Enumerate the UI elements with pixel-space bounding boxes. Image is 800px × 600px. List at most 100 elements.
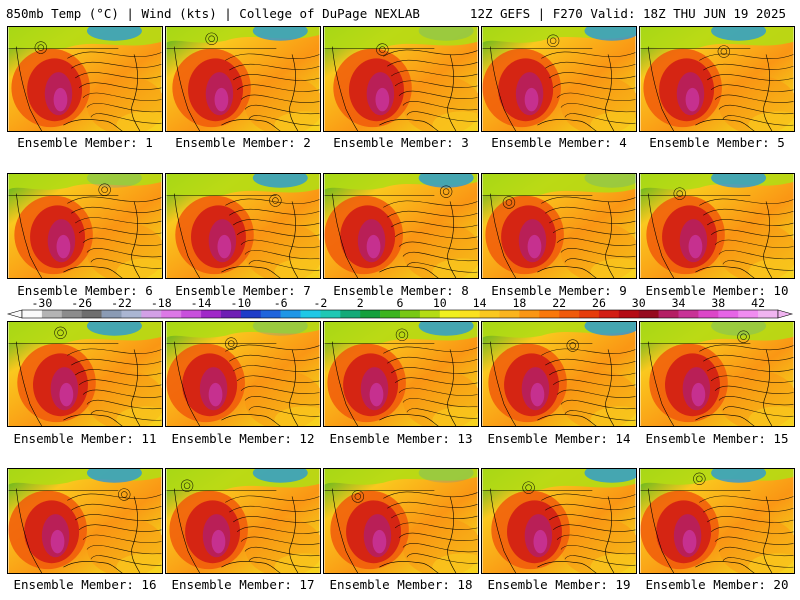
ensemble-member-label: Ensemble Member: 12 xyxy=(171,431,315,446)
ensemble-map-9 xyxy=(481,173,637,279)
height-contours xyxy=(54,326,162,421)
colorbar-min-arrow xyxy=(6,309,23,319)
colorbar-swatch xyxy=(81,310,102,318)
colorbar-tick-label: 38 xyxy=(711,298,725,310)
ensemble-map-17 xyxy=(165,468,321,574)
temperature-map xyxy=(639,468,795,574)
height-contours xyxy=(180,479,320,568)
temperature-map xyxy=(165,26,321,132)
cold-core xyxy=(711,322,767,336)
run-valid-time: 12Z GEFS | F270 Valid: 18Z THU JUN 19 20… xyxy=(469,6,786,21)
cold-core xyxy=(418,322,474,336)
colorbar-tick-label: 14 xyxy=(473,298,487,310)
ensemble-member-label: Ensemble Member: 14 xyxy=(487,431,631,446)
height-contours xyxy=(522,481,636,566)
colorbar-swatch xyxy=(499,310,520,318)
cool-air-mass xyxy=(166,322,320,338)
colorbar-swatch xyxy=(280,310,301,318)
cold-core xyxy=(86,469,142,483)
colorbar-swatch xyxy=(161,310,182,318)
colorbar-swatch xyxy=(598,310,620,318)
temperature-map xyxy=(7,173,163,279)
colorbar-tick-label: 34 xyxy=(672,298,686,310)
colorbar-swatch xyxy=(41,310,63,318)
colorbar-swatch xyxy=(220,310,242,318)
height-contours xyxy=(67,488,162,566)
temperature-map xyxy=(323,321,479,427)
temperature-map xyxy=(7,321,163,427)
colorbar-tick-label: -18 xyxy=(151,298,172,310)
cold-core xyxy=(418,27,474,41)
ensemble-member-label: Ensemble Member: 17 xyxy=(171,577,315,592)
temperature-map xyxy=(639,173,795,279)
temperature-map xyxy=(165,468,321,574)
colorbar-swatch xyxy=(360,310,381,318)
ensemble-map-20 xyxy=(639,468,795,574)
ensemble-map-3 xyxy=(323,26,479,132)
colorbar-swatch xyxy=(479,310,500,318)
colorbar-swatch xyxy=(678,310,699,318)
ensemble-member-label: Ensemble Member: 3 xyxy=(333,135,469,150)
ensemble-member-label: Ensemble Member: 5 xyxy=(649,135,785,150)
colorbar-tick-label: -14 xyxy=(191,298,212,310)
ensemble-map-5 xyxy=(639,26,795,132)
colorbar-tick-label: 6 xyxy=(397,298,404,310)
height-contours xyxy=(225,194,320,271)
colorbar-swatch xyxy=(439,310,460,318)
ensemble-map-14 xyxy=(481,321,637,427)
colorbar-swatch xyxy=(201,310,222,318)
colorbar-tick-label: 26 xyxy=(592,298,606,310)
cold-core xyxy=(86,322,142,336)
colorbar-swatch xyxy=(618,310,640,318)
temperature-map xyxy=(165,173,321,279)
temperature-map xyxy=(323,468,479,574)
colorbar-swatch xyxy=(519,310,540,318)
ensemble-map-2 xyxy=(165,26,321,132)
ensemble-map-19 xyxy=(481,468,637,574)
ensemble-member-label: Ensemble Member: 16 xyxy=(13,577,157,592)
ensemble-member-label: Ensemble Member: 11 xyxy=(13,431,157,446)
ensemble-member-label: Ensemble Member: 13 xyxy=(329,431,473,446)
temperature-map xyxy=(481,468,637,574)
ensemble-member-label: Ensemble Member: 9 xyxy=(491,283,627,298)
height-contours xyxy=(673,187,794,271)
cool-air-mass xyxy=(482,174,636,197)
ensemble-member-label: Ensemble Member: 19 xyxy=(487,577,631,592)
colorbar-swatch xyxy=(101,310,122,318)
colorbar-swatch xyxy=(758,310,779,318)
colorbar-tick-label: 10 xyxy=(433,298,447,310)
cold-core xyxy=(584,469,636,483)
cold-core xyxy=(584,27,636,41)
ensemble-member-label: Ensemble Member: 1 xyxy=(17,135,153,150)
cold-core xyxy=(584,322,636,336)
ensemble-map-10 xyxy=(639,173,795,279)
colorbar-swatch xyxy=(340,310,361,318)
cold-core xyxy=(86,174,142,188)
temperature-map xyxy=(7,468,163,574)
height-contours xyxy=(205,32,320,126)
colorbar-tick-label: -30 xyxy=(32,298,53,310)
cold-core xyxy=(418,469,474,483)
ensemble-map-8 xyxy=(323,173,479,279)
colorbar-swatch xyxy=(400,310,421,318)
colorbar-swatch xyxy=(22,310,43,318)
height-contours xyxy=(67,183,162,269)
ensemble-map-13 xyxy=(323,321,479,427)
colorbar-swatch xyxy=(738,310,759,318)
temperature-map xyxy=(323,26,479,132)
colorbar-tick-label: 18 xyxy=(512,298,526,310)
cold-core xyxy=(252,469,308,483)
cool-air-mass xyxy=(324,469,478,485)
ensemble-map-12 xyxy=(165,321,321,427)
colorbar-tick-label: 22 xyxy=(552,298,566,310)
chart-title: 850mb Temp (°C) | Wind (kts) | College o… xyxy=(6,6,420,21)
colorbar-swatch xyxy=(61,310,82,318)
colorbar-swatch xyxy=(260,310,281,318)
colorbar-swatch xyxy=(380,310,401,318)
colorbar-swatch xyxy=(419,310,441,318)
height-contours xyxy=(383,328,478,419)
ensemble-member-label: Ensemble Member: 10 xyxy=(645,283,789,298)
colorbar-tick-label: -22 xyxy=(111,298,132,310)
ensemble-map-11 xyxy=(7,321,163,427)
colorbar-swatch xyxy=(638,310,659,318)
